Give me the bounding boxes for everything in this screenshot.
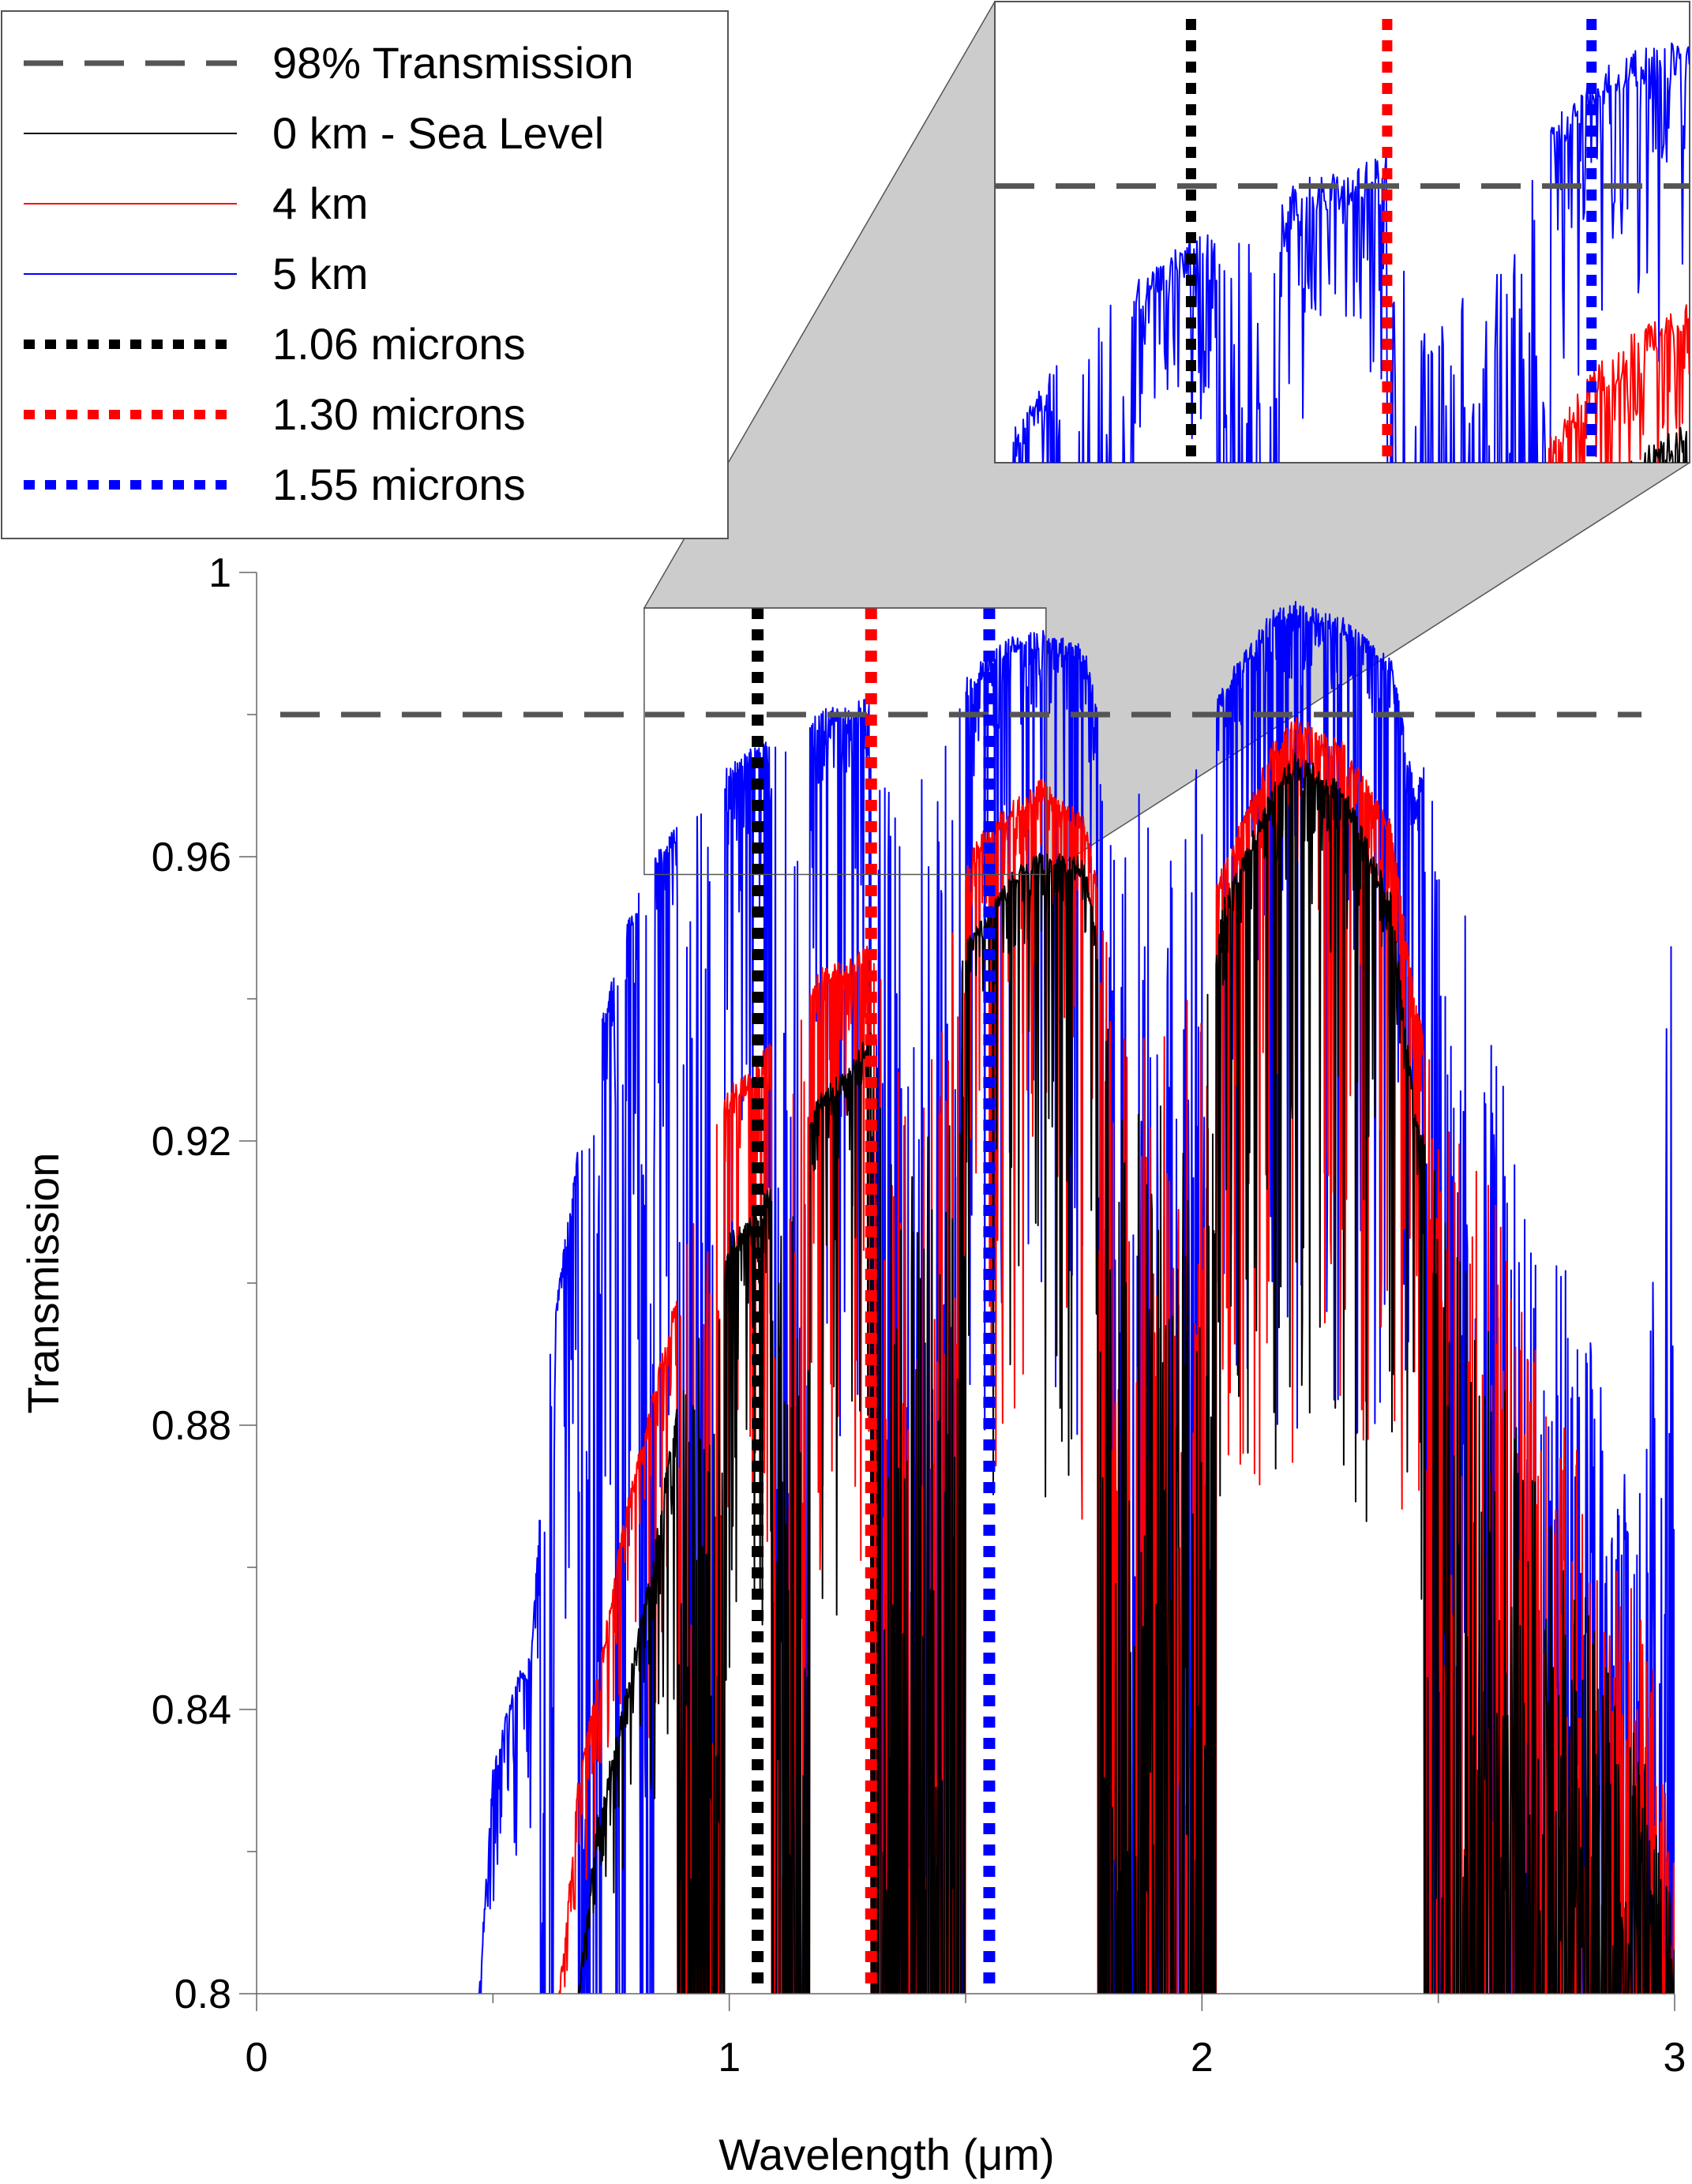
y-axis-label: Transmission (18, 1153, 68, 1414)
y-tick-label: 0.96 (152, 835, 231, 880)
y-tick-label: 0.8 (174, 1972, 231, 2017)
y-tick-label: 0.84 (152, 1687, 231, 1733)
legend-label: 98% Transmission (272, 38, 634, 88)
legend-label: 1.30 microns (272, 389, 526, 439)
y-tick-label: 0.92 (152, 1119, 231, 1165)
inset-series-group (995, 19, 1690, 463)
inset-series-4-km (1548, 304, 1690, 463)
x-tick-label: 3 (1664, 2035, 1686, 2081)
x-axis-label: Wavelength (μm) (718, 2130, 1054, 2179)
legend: 98% Transmission 0 km - Sea Level 4 km 5 km… (1, 10, 729, 539)
series-group (478, 601, 1675, 1994)
zoom-region-outline (643, 607, 1047, 876)
legend-label: 1.55 microns (272, 460, 526, 509)
y-tick-label: 1 (208, 550, 231, 596)
inset-series-5-km (1012, 42, 1690, 463)
legend-label: 4 km (272, 178, 368, 228)
legend-label: 5 km (272, 249, 368, 298)
legend-label: 1.06 microns (272, 319, 526, 369)
y-tick-label: 0.88 (152, 1403, 231, 1449)
series-4-km (558, 717, 1675, 1994)
plot-area (279, 601, 1675, 1994)
x-tick-label: 2 (1191, 2035, 1214, 2081)
legend-label: 0 km - Sea Level (272, 108, 604, 158)
axes: 0.8 0.84 0.88 0.92 0.96 1 0 1 2 3 Wavelength (μm) T… (18, 550, 1686, 2179)
x-tick-label: 1 (718, 2035, 741, 2081)
x-tick-label: 0 (246, 2035, 268, 2081)
inset-zoom-panel (994, 1, 1690, 463)
